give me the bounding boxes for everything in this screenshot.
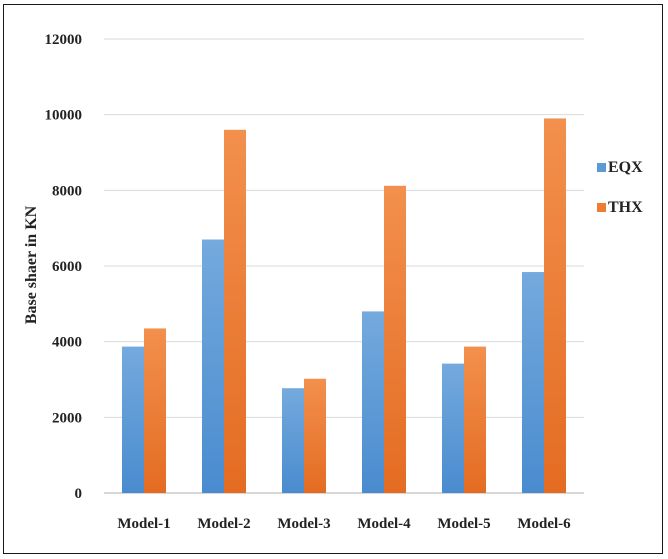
bar-thx-model-2 (224, 129, 246, 494)
gridlines (104, 38, 584, 494)
y-axis-title: Base shaer in KN (23, 205, 40, 324)
x-tick-label: Model-1 (117, 516, 170, 532)
bars (122, 118, 566, 494)
bar-eqx-model-3 (282, 388, 304, 493)
legend-swatch-eqx (597, 163, 606, 172)
bar-thx-model-3 (304, 378, 326, 493)
x-tick-label: Model-6 (517, 516, 571, 532)
bar-thx-model-6 (544, 118, 566, 493)
x-tick-label: Model-3 (277, 516, 330, 532)
y-tick-label: 2000 (52, 410, 82, 426)
bar-thx-model-4 (384, 185, 406, 493)
bar-eqx-model-1 (122, 346, 144, 493)
legend: EQX THX (597, 159, 643, 216)
bar-thx-model-5 (464, 346, 486, 493)
y-tick-label: 4000 (52, 335, 82, 351)
x-tick-label: Model-4 (357, 516, 411, 532)
x-tick-label: Model-2 (197, 516, 250, 532)
legend-label-thx: THX (608, 199, 643, 216)
y-tick-label: 8000 (52, 183, 82, 199)
x-tick-label: Model-5 (437, 516, 490, 532)
bar-eqx-model-6 (522, 272, 544, 493)
legend-swatch-thx (597, 203, 606, 212)
y-tick-label: 6000 (52, 259, 82, 275)
y-tick-label: 0 (75, 486, 83, 502)
legend-label-eqx: EQX (608, 159, 643, 176)
bar-eqx-model-5 (442, 363, 464, 493)
y-tick-label: 12000 (45, 32, 83, 48)
tick-labels: 0 2000 4000 6000 8000 10000 12000 Model-1 Model-… (45, 32, 572, 532)
y-tick-label: 10000 (45, 108, 83, 124)
bar-eqx-model-4 (362, 311, 384, 493)
bar-thx-model-1 (144, 328, 166, 493)
bar-eqx-model-2 (202, 239, 224, 493)
